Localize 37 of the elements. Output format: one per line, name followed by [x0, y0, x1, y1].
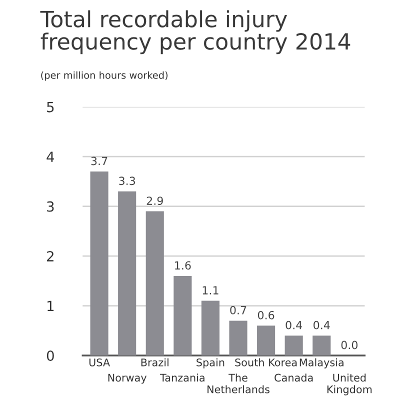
x-tick-label: Spain	[196, 358, 224, 368]
x-tick-label: Tanzania	[160, 374, 204, 382]
x-tick-label: Canada	[274, 374, 313, 382]
x-tick-label: United Kingdom	[327, 374, 372, 396]
data-label: 1.1	[202, 286, 218, 294]
data-label: 0.7	[230, 306, 246, 314]
data-label: 0.4	[314, 320, 330, 330]
x-tick-label: USA	[89, 358, 110, 366]
chart-title: Total recordable injury frequency per country 2014	[40, 10, 350, 54]
bar	[90, 172, 108, 356]
x-tick-label: Brazil	[141, 358, 168, 366]
bar	[146, 211, 164, 356]
data-label: 0.4	[286, 320, 302, 330]
data-label: 1.6	[175, 261, 191, 270]
bar	[174, 276, 192, 356]
y-tick-label: 4	[46, 152, 54, 162]
data-label: 2.9	[146, 196, 163, 205]
x-tick-label: Norway	[108, 374, 147, 384]
chart-subtitle: (per million hours worked)	[41, 71, 168, 81]
bar	[118, 191, 136, 356]
data-label: 0.6	[258, 310, 274, 320]
bar	[201, 300, 220, 356]
x-tick-label: Malaysia	[300, 358, 344, 368]
data-label: 0.0	[341, 340, 358, 350]
bar	[257, 326, 276, 356]
bar	[312, 336, 331, 356]
bar	[229, 320, 248, 356]
data-label: 3.7	[91, 156, 108, 166]
bar	[284, 336, 303, 356]
y-tick-label: 1	[48, 300, 54, 312]
data-label: 3.3	[119, 176, 136, 186]
y-tick-label: 2	[47, 251, 54, 262]
y-tick-label: 3	[47, 201, 54, 212]
x-tick-label: South Korea	[235, 358, 297, 366]
x-tick-label: The Netherlands	[208, 374, 270, 394]
y-tick-label: 0	[46, 350, 54, 361]
y-tick-label: 5	[47, 102, 54, 112]
